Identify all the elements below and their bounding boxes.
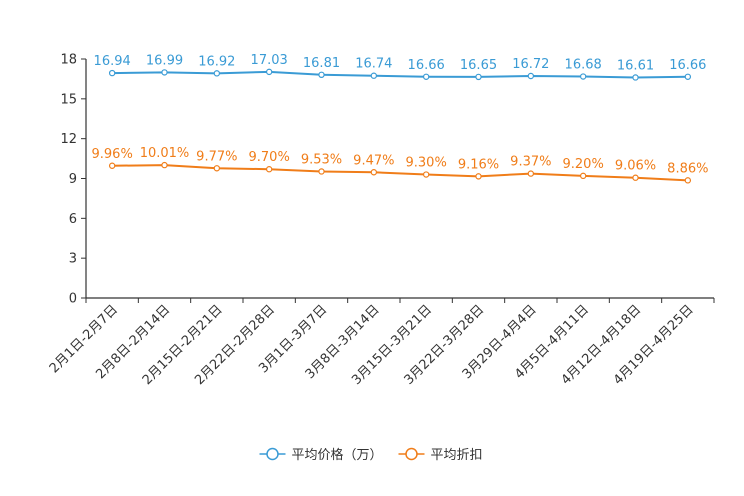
series-1-data-label: 8.86% [667,161,708,176]
series-0-point[interactable] [579,73,587,80]
series-1-point[interactable] [213,165,221,172]
series-0-point[interactable] [213,70,221,77]
series-1-point[interactable] [370,169,378,176]
y-tick-label: 9 [69,172,77,187]
series-0-data-label: 16.65 [460,58,497,73]
series-0-point[interactable] [527,72,535,80]
series-1-point[interactable] [632,174,639,181]
series-0-data-label: 16.66 [408,58,445,73]
series-1-data-label: 9.06% [615,159,656,174]
series-0-data-label: 16.68 [565,58,602,73]
series-1-data-label: 9.20% [563,157,604,172]
series-line-1 [112,164,688,182]
series-0-point[interactable] [632,74,639,81]
series-1-point[interactable] [579,172,587,180]
series-1-point[interactable] [475,173,482,180]
series-0-point[interactable] [318,71,325,79]
y-tick-label: 3 [69,252,77,267]
series-0-data-label: 16.92 [198,54,235,69]
series-0-data-label: 16.74 [355,57,392,72]
legend-circle-marker [405,447,418,461]
series-1-point[interactable] [684,177,692,184]
series-0-data-label: 17.03 [251,53,288,68]
series-0-point[interactable] [108,69,116,77]
legend-circle-marker [266,447,279,461]
series-1-data-label: 9.53% [301,152,342,167]
legend-label: 平均折扣 [431,448,483,463]
series-1-point[interactable] [422,171,430,178]
series-1-point[interactable] [161,161,168,169]
series-1-data-label: 9.30% [406,156,447,171]
series-1-point[interactable] [527,170,535,177]
series-0-data-label: 16.81 [303,56,340,71]
series-1-data-label: 9.96% [92,147,133,162]
series-0-point[interactable] [684,73,692,80]
legend-label: 平均价格（万） [292,447,383,463]
series-0-point[interactable] [161,69,168,76]
series-1-data-label: 10.01% [140,146,190,161]
series-layer [108,68,692,184]
y-tick-label: 18 [60,53,77,68]
series-0-data-label: 16.61 [617,58,654,73]
series-1-data-label: 9.77% [196,149,237,164]
legend-item-1[interactable]: 平均折扣 [398,447,483,463]
y-tick-label: 12 [60,132,77,147]
y-tick-label: 0 [69,292,77,307]
series-0-point[interactable] [265,68,273,76]
series-0-data-label: 16.99 [146,53,183,68]
y-tick-label: 15 [60,92,77,107]
series-1-data-label: 9.70% [249,150,290,165]
series-1-data-label: 9.47% [353,153,394,168]
y-tick-label: 6 [69,212,77,227]
series-0-data-label: 16.72 [512,57,549,72]
data-labels: 16.94 16.99 16.92 17.03 16.81 16.74 16.66 16.65… [92,53,709,176]
series-0-point[interactable] [475,73,482,81]
series-1-point[interactable] [108,162,116,169]
series-1-data-label: 9.16% [458,157,499,172]
series-0-data-label: 16.66 [669,58,706,73]
series-1-point[interactable] [318,168,325,175]
series-0-point[interactable] [370,72,378,79]
legend-item-0[interactable]: 平均价格（万） [259,447,383,463]
series-1-point[interactable] [265,166,273,173]
series-0-data-label: 16.94 [94,54,131,69]
series-1-data-label: 9.37% [510,155,551,170]
legend[interactable]: 平均价格（万） 平均折扣 [259,447,483,463]
series-line-0 [112,70,688,79]
series-0-point[interactable] [422,73,430,80]
axes: 03691215182月1日-2月7日2月8日-2月14日2月15日-2月21日… [47,53,715,388]
